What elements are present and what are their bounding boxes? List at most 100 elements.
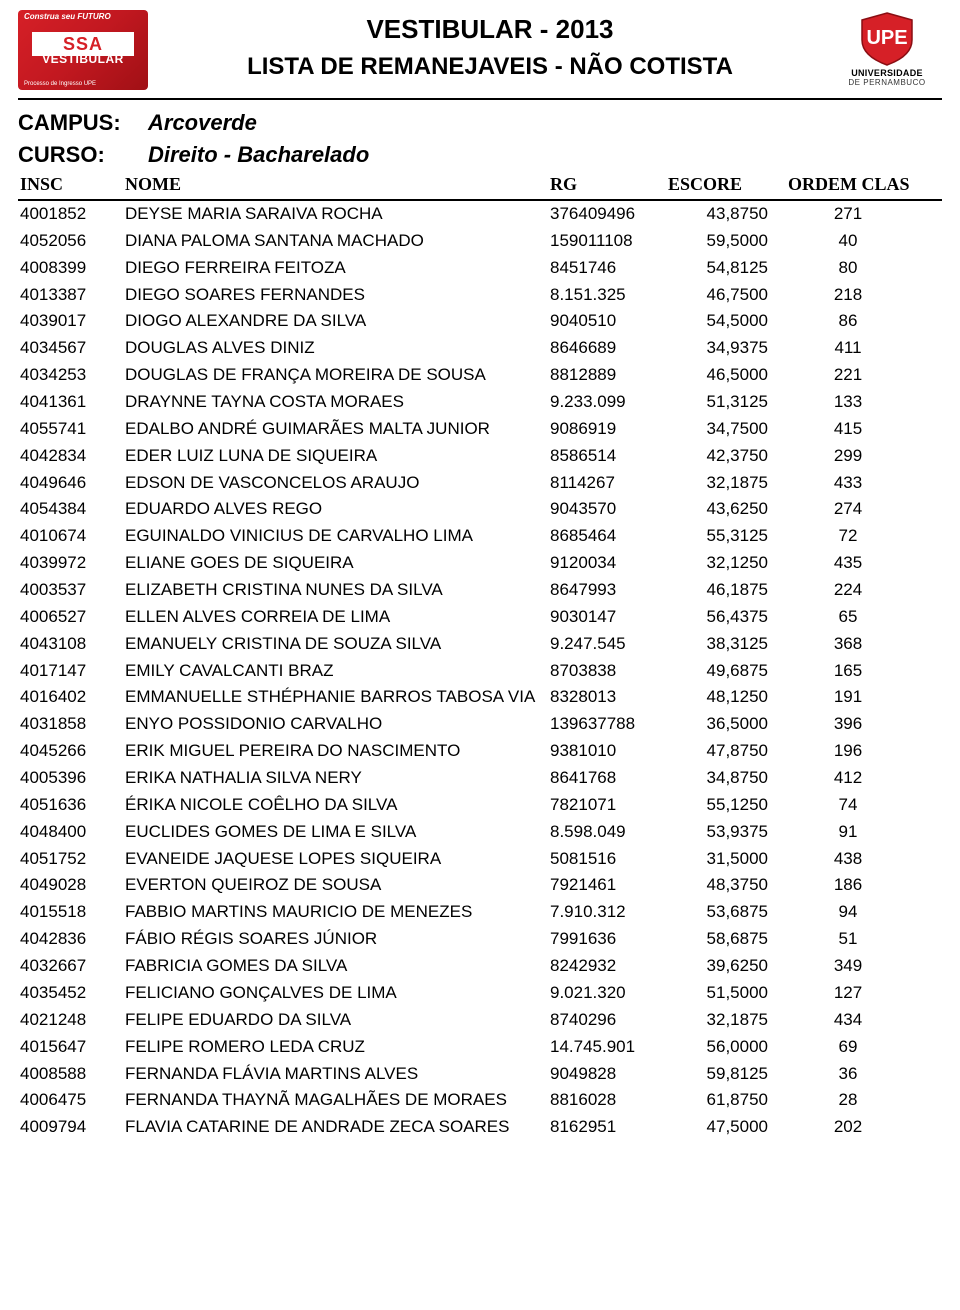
cell-rg: 9120034 xyxy=(550,550,668,577)
cell-ordem: 202 xyxy=(768,1114,928,1141)
cell-insc: 4008588 xyxy=(18,1061,113,1088)
curso-label: CURSO: xyxy=(18,142,148,168)
cell-rg: 7.910.312 xyxy=(550,899,668,926)
cell-ordem: 349 xyxy=(768,953,928,980)
table-row: 4042834EDER LUIZ LUNA DE SIQUEIRA8586514… xyxy=(18,443,942,470)
cell-rg: 8162951 xyxy=(550,1114,668,1141)
cell-escore: 54,5000 xyxy=(668,308,768,335)
cell-nome: EVERTON QUEIROZ DE SOUSA xyxy=(113,872,550,899)
cell-nome: FERNANDA FLÁVIA MARTINS ALVES xyxy=(113,1061,550,1088)
cell-rg: 139637788 xyxy=(550,711,668,738)
table-row: 4015518FABBIO MARTINS MAURICIO DE MENEZE… xyxy=(18,899,942,926)
table-row: 4006527ELLEN ALVES CORREIA DE LIMA903014… xyxy=(18,604,942,631)
cell-escore: 36,5000 xyxy=(668,711,768,738)
cell-rg: 9086919 xyxy=(550,416,668,443)
cell-rg: 8242932 xyxy=(550,953,668,980)
cell-insc: 4039017 xyxy=(18,308,113,335)
cell-nome: ENYO POSSIDONIO CARVALHO xyxy=(113,711,550,738)
table-row: 4001852DEYSE MARIA SARAIVA ROCHA37640949… xyxy=(18,201,942,228)
table-row: 4039017DIOGO ALEXANDRE DA SILVA904051054… xyxy=(18,308,942,335)
logo-left-vest: VESTIBULAR xyxy=(32,52,134,66)
cell-nome: FELIPE ROMERO LEDA CRUZ xyxy=(113,1034,550,1061)
table-row: 4010674EGUINALDO VINICIUS DE CARVALHO LI… xyxy=(18,523,942,550)
cell-ordem: 69 xyxy=(768,1034,928,1061)
cell-nome: FELICIANO GONÇALVES DE LIMA xyxy=(113,980,550,1007)
cell-escore: 55,1250 xyxy=(668,792,768,819)
cell-ordem: 65 xyxy=(768,604,928,631)
cell-escore: 43,6250 xyxy=(668,496,768,523)
table-row: 4005396ERIKA NATHALIA SILVA NERY86417683… xyxy=(18,765,942,792)
table-row: 4051752EVANEIDE JAQUESE LOPES SIQUEIRA50… xyxy=(18,846,942,873)
cell-insc: 4006475 xyxy=(18,1087,113,1114)
svg-text:UPE: UPE xyxy=(866,27,907,49)
cell-insc: 4039972 xyxy=(18,550,113,577)
cell-ordem: 80 xyxy=(768,255,928,282)
cell-rg: 9030147 xyxy=(550,604,668,631)
table-row: 4031858ENYO POSSIDONIO CARVALHO139637788… xyxy=(18,711,942,738)
cell-nome: FERNANDA THAYNÃ MAGALHÃES DE MORAES xyxy=(113,1087,550,1114)
cell-ordem: 196 xyxy=(768,738,928,765)
cell-insc: 4015518 xyxy=(18,899,113,926)
cell-nome: EVANEIDE JAQUESE LOPES SIQUEIRA xyxy=(113,846,550,873)
cell-rg: 9.247.545 xyxy=(550,631,668,658)
cell-ordem: 74 xyxy=(768,792,928,819)
cell-rg: 7821071 xyxy=(550,792,668,819)
col-header-escore: ESCORE xyxy=(668,174,788,195)
cell-nome: EMILY CAVALCANTI BRAZ xyxy=(113,658,550,685)
cell-rg: 159011108 xyxy=(550,228,668,255)
cell-ordem: 86 xyxy=(768,308,928,335)
cell-rg: 7991636 xyxy=(550,926,668,953)
cell-nome: FÁBIO RÉGIS SOARES JÚNIOR xyxy=(113,926,550,953)
cell-escore: 39,6250 xyxy=(668,953,768,980)
cell-nome: EDER LUIZ LUNA DE SIQUEIRA xyxy=(113,443,550,470)
campus-row: CAMPUS: Arcoverde xyxy=(18,110,942,136)
cell-rg: 8.151.325 xyxy=(550,282,668,309)
title-block: VESTIBULAR - 2013 LISTA DE REMANEJAVEIS … xyxy=(148,10,832,81)
cell-nome: ERIKA NATHALIA SILVA NERY xyxy=(113,765,550,792)
cell-nome: EUCLIDES GOMES DE LIMA E SILVA xyxy=(113,819,550,846)
table-row: 4049028EVERTON QUEIROZ DE SOUSA792146148… xyxy=(18,872,942,899)
cell-ordem: 224 xyxy=(768,577,928,604)
cell-escore: 46,7500 xyxy=(668,282,768,309)
cell-nome: EDUARDO ALVES REGO xyxy=(113,496,550,523)
cell-ordem: 186 xyxy=(768,872,928,899)
table-row: 4041361DRAYNNE TAYNA COSTA MORAES9.233.0… xyxy=(18,389,942,416)
table-row: 4017147EMILY CAVALCANTI BRAZ870383849,68… xyxy=(18,658,942,685)
cell-insc: 4052056 xyxy=(18,228,113,255)
cell-rg: 8812889 xyxy=(550,362,668,389)
cell-escore: 54,8125 xyxy=(668,255,768,282)
table-row: 4034567DOUGLAS ALVES DINIZ864668934,9375… xyxy=(18,335,942,362)
cell-nome: ELIZABETH CRISTINA NUNES DA SILVA xyxy=(113,577,550,604)
cell-ordem: 51 xyxy=(768,926,928,953)
cell-rg: 7921461 xyxy=(550,872,668,899)
cell-nome: DIANA PALOMA SANTANA MACHADO xyxy=(113,228,550,255)
cell-escore: 32,1875 xyxy=(668,470,768,497)
cell-nome: DEYSE MARIA SARAIVA ROCHA xyxy=(113,201,550,228)
cell-escore: 34,8750 xyxy=(668,765,768,792)
cell-rg: 9049828 xyxy=(550,1061,668,1088)
logo-left-tagline: Construa seu FUTURO xyxy=(24,12,142,21)
cell-ordem: 415 xyxy=(768,416,928,443)
table-row: 4006475FERNANDA THAYNÃ MAGALHÃES DE MORA… xyxy=(18,1087,942,1114)
table-row: 4051636ÉRIKA NICOLE COÊLHO DA SILVA78210… xyxy=(18,792,942,819)
cell-escore: 46,5000 xyxy=(668,362,768,389)
cell-insc: 4006527 xyxy=(18,604,113,631)
cell-nome: FELIPE EDUARDO DA SILVA xyxy=(113,1007,550,1034)
cell-rg: 9040510 xyxy=(550,308,668,335)
table-row: 4049646EDSON DE VASCONCELOS ARAUJO811426… xyxy=(18,470,942,497)
ssa-vestibular-logo: Construa seu FUTURO SSA VESTIBULAR Proce… xyxy=(18,10,148,90)
cell-escore: 61,8750 xyxy=(668,1087,768,1114)
cell-escore: 42,3750 xyxy=(668,443,768,470)
cell-nome: DRAYNNE TAYNA COSTA MORAES xyxy=(113,389,550,416)
table-row: 4054384EDUARDO ALVES REGO904357043,62502… xyxy=(18,496,942,523)
cell-nome: ELLEN ALVES CORREIA DE LIMA xyxy=(113,604,550,631)
cell-nome: DIEGO FERREIRA FEITOZA xyxy=(113,255,550,282)
table-body: 4001852DEYSE MARIA SARAIVA ROCHA37640949… xyxy=(18,201,942,1141)
cell-insc: 4034253 xyxy=(18,362,113,389)
upe-logo-line1: UNIVERSIDADE xyxy=(832,68,942,78)
table-row: 4048400EUCLIDES GOMES DE LIMA E SILVA8.5… xyxy=(18,819,942,846)
cell-rg: 8328013 xyxy=(550,684,668,711)
table-row: 4013387DIEGO SOARES FERNANDES8.151.32546… xyxy=(18,282,942,309)
table-row: 4055741EDALBO ANDRÉ GUIMARÃES MALTA JUNI… xyxy=(18,416,942,443)
cell-ordem: 133 xyxy=(768,389,928,416)
